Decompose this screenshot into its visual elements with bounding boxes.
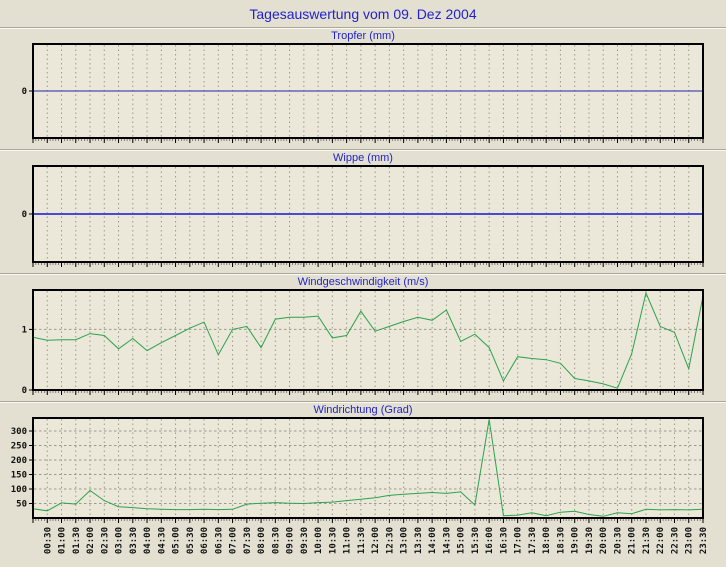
svg-text:250: 250 [11, 442, 27, 452]
page-title: Tagesauswertung vom 09. Dez 2004 [249, 6, 477, 22]
svg-text:09:00: 09:00 [286, 527, 296, 554]
svg-text:07:30: 07:30 [243, 527, 253, 554]
chart-windgeschwindigkeit: 01 [22, 289, 704, 396]
svg-text:09:30: 09:30 [300, 527, 310, 554]
svg-text:02:00: 02:00 [86, 527, 96, 554]
svg-text:08:30: 08:30 [271, 527, 281, 554]
svg-text:18:00: 18:00 [542, 527, 552, 554]
chart-title-windrichtung: Windrichtung (Grad) [313, 404, 413, 416]
svg-text:03:30: 03:30 [129, 527, 139, 554]
svg-text:50: 50 [16, 500, 27, 510]
svg-text:06:30: 06:30 [214, 527, 224, 554]
chart-title-windgeschwindigkeit: Windgeschwindigkeit (m/s) [297, 276, 429, 288]
svg-text:0: 0 [22, 87, 27, 97]
svg-text:17:30: 17:30 [528, 527, 538, 554]
svg-text:12:00: 12:00 [371, 527, 381, 554]
svg-text:23:00: 23:00 [685, 527, 695, 554]
svg-text:10:30: 10:30 [328, 527, 338, 554]
svg-text:10:00: 10:00 [314, 527, 324, 554]
svg-text:14:00: 14:00 [428, 527, 438, 554]
chart-windrichtung: 50 100 150 200 250 300 00:30 01:00 01:30 02:00 02:… [11, 417, 709, 554]
chart-section-wippe: Wippe (mm) 0 [0, 150, 726, 274]
svg-text:05:30: 05:30 [186, 527, 196, 554]
svg-text:20:00: 20:00 [599, 527, 609, 554]
svg-text:02:30: 02:30 [100, 527, 110, 554]
svg-text:0: 0 [22, 210, 27, 220]
chart-tropfer: 0 [22, 43, 704, 143]
svg-text:15:00: 15:00 [457, 527, 467, 554]
svg-text:21:00: 21:00 [628, 527, 638, 554]
svg-text:23:30: 23:30 [699, 527, 709, 554]
svg-text:01:00: 01:00 [58, 527, 68, 554]
svg-text:21:30: 21:30 [642, 527, 652, 554]
svg-text:08:00: 08:00 [257, 527, 267, 554]
chart-title-wippe: Wippe (mm) [333, 152, 393, 164]
svg-text:11:00: 11:00 [343, 527, 353, 554]
svg-text:18:30: 18:30 [556, 527, 566, 554]
svg-text:06:00: 06:00 [200, 527, 210, 554]
svg-text:11:30: 11:30 [357, 527, 367, 554]
svg-text:05:00: 05:00 [172, 527, 182, 554]
chart-section-windrichtung: Windrichtung (Grad) 50 100 150 200 250 300 00:… [0, 402, 726, 567]
svg-text:13:30: 13:30 [414, 527, 424, 554]
svg-text:200: 200 [11, 456, 27, 466]
svg-text:100: 100 [11, 485, 27, 495]
svg-text:15:30: 15:30 [471, 527, 481, 554]
svg-text:01:30: 01:30 [72, 527, 82, 554]
svg-text:20:30: 20:30 [613, 527, 623, 554]
svg-text:22:30: 22:30 [670, 527, 680, 554]
svg-text:04:00: 04:00 [143, 527, 153, 554]
chart-wippe: 0 [22, 165, 704, 267]
svg-text:17:00: 17:00 [514, 527, 524, 554]
svg-text:300: 300 [11, 427, 27, 437]
svg-text:19:00: 19:00 [571, 527, 581, 554]
svg-text:00:30: 00:30 [43, 527, 53, 554]
svg-text:07:00: 07:00 [229, 527, 239, 554]
chart-title-tropfer: Tropfer (mm) [331, 30, 395, 42]
svg-text:13:00: 13:00 [400, 527, 410, 554]
svg-text:12:30: 12:30 [385, 527, 395, 554]
svg-text:03:00: 03:00 [115, 527, 125, 554]
chart-section-tropfer: Tropfer (mm) 0 [0, 28, 726, 150]
svg-text:1: 1 [22, 325, 27, 335]
svg-text:22:00: 22:00 [656, 527, 666, 554]
svg-text:16:00: 16:00 [485, 527, 495, 554]
svg-text:14:30: 14:30 [442, 527, 452, 554]
svg-text:0: 0 [22, 386, 27, 396]
svg-text:19:30: 19:30 [585, 527, 595, 554]
page-header: Tagesauswertung vom 09. Dez 2004 [0, 0, 726, 28]
svg-text:150: 150 [11, 471, 27, 481]
svg-text:16:30: 16:30 [499, 527, 509, 554]
svg-text:04:30: 04:30 [157, 527, 167, 554]
